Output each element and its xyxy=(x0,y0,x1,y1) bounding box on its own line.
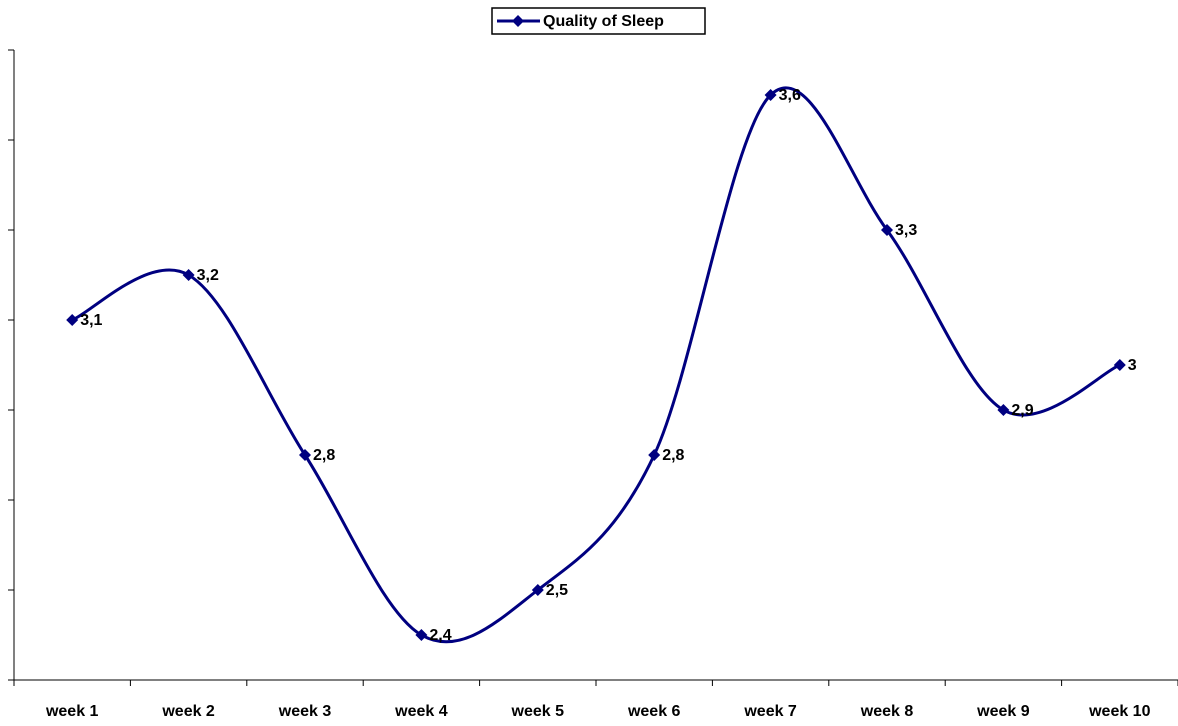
marker xyxy=(66,314,79,326)
legend-marker xyxy=(512,15,524,27)
data-label: 3,3 xyxy=(895,222,917,239)
marker xyxy=(299,449,311,461)
x-tick-label: week 5 xyxy=(511,703,565,720)
marker xyxy=(531,584,544,596)
x-tick-label: week 7 xyxy=(743,703,797,720)
marker xyxy=(1113,359,1126,371)
data-label: 3 xyxy=(1128,357,1137,374)
x-tick-label: week 1 xyxy=(45,703,99,720)
x-tick-label: week 9 xyxy=(976,703,1030,720)
marker xyxy=(997,404,1010,416)
data-label: 3,2 xyxy=(197,267,219,284)
data-label: 2,4 xyxy=(429,627,451,644)
x-tick-label: week 6 xyxy=(627,703,681,720)
series-line xyxy=(71,86,1121,644)
x-tick-label: week 2 xyxy=(161,703,215,720)
x-tick-label: week 10 xyxy=(1088,703,1150,720)
data-label: 3,6 xyxy=(779,87,801,104)
marker xyxy=(182,269,195,281)
data-label: 2,8 xyxy=(662,447,684,464)
data-label: 2,8 xyxy=(313,447,335,464)
data-label: 2,9 xyxy=(1011,402,1033,419)
legend: Quality of Sleep xyxy=(491,7,706,35)
marker xyxy=(881,224,893,236)
x-tick-label: week 8 xyxy=(860,703,914,720)
x-tick-label: week 4 xyxy=(394,703,448,720)
data-label: 2,5 xyxy=(546,582,568,599)
marker xyxy=(764,89,777,101)
x-tick-label: week 3 xyxy=(278,703,332,720)
legend-label: Quality of Sleep xyxy=(543,13,664,30)
marker xyxy=(648,449,661,461)
marker xyxy=(415,629,428,641)
data-label: 3,1 xyxy=(80,312,102,329)
